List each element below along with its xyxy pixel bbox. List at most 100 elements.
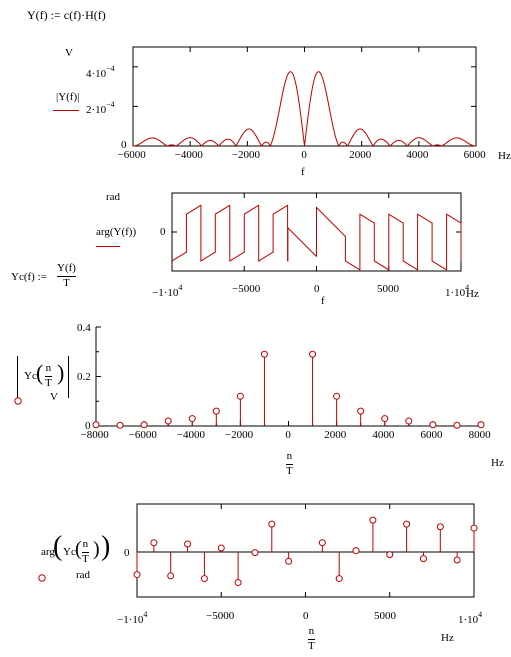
plot4-xtick-0: 0 bbox=[303, 610, 309, 622]
plot4-stem-marker bbox=[184, 540, 192, 548]
plot3-stem-marker bbox=[260, 350, 268, 358]
plot3-xtick-label: −8000 bbox=[80, 429, 109, 441]
plot2-xtick-5000: 5000 bbox=[377, 283, 399, 295]
plot1-ytick-zero: 0 bbox=[121, 139, 127, 151]
plot4-ylabel-paren-right: ) bbox=[101, 531, 111, 562]
plot4-ylabel-inner: Yc bbox=[63, 546, 76, 558]
plot1-frame bbox=[132, 46, 477, 147]
plot3-xlabel-num: n bbox=[286, 450, 293, 462]
plot1-xtick-label: 6000 bbox=[463, 149, 486, 161]
plot4-ylabel-arg: arg bbox=[41, 546, 55, 558]
plot1-ylabel: |Y(f)| bbox=[56, 91, 80, 103]
plot3-ylabel-num: n bbox=[45, 362, 52, 374]
plot3-xlabel-fraction: n T bbox=[286, 450, 293, 477]
yc-definition-lhs: Yc(f) := bbox=[11, 271, 47, 283]
yc-def-numerator: Y(f) bbox=[57, 262, 76, 274]
plot2-xtick-m5000: −5000 bbox=[232, 283, 261, 295]
plot4-frame bbox=[136, 503, 475, 598]
plot4-xlabel-den: T bbox=[308, 639, 315, 652]
plot4-stem-marker bbox=[285, 557, 293, 565]
plot3-ylabel-den: T bbox=[45, 376, 52, 389]
plot4-xtick-m5000: −5000 bbox=[206, 610, 235, 622]
plot3-xtick-label: 4000 bbox=[372, 429, 395, 441]
plot2-xlabel: f bbox=[321, 295, 325, 307]
plot4-ylabel-den: T bbox=[82, 552, 89, 565]
plot3-stem-marker bbox=[164, 417, 172, 425]
plot3-stem-marker bbox=[140, 421, 148, 429]
plot3-stem-marker bbox=[309, 350, 317, 358]
plot4-stem-marker bbox=[369, 516, 377, 524]
yc-def-denominator: T bbox=[63, 276, 70, 289]
plot4-stem-marker bbox=[403, 520, 411, 528]
plot4-stem-marker bbox=[234, 579, 242, 587]
plot4-ytick-zero: 0 bbox=[124, 547, 130, 559]
plot3-stem-marker bbox=[453, 421, 461, 429]
plot4-stem-marker bbox=[470, 524, 478, 532]
plot2-ylabel: arg(Y(f)) bbox=[96, 226, 137, 238]
plot1-xlabel: f bbox=[301, 166, 305, 178]
plot3-stem-marker bbox=[212, 407, 220, 415]
plot3-stem-marker bbox=[405, 417, 413, 425]
plot2-frame bbox=[171, 192, 462, 272]
plot3-xtick-label: −4000 bbox=[176, 429, 205, 441]
plot1-y-unit: V bbox=[65, 47, 73, 59]
plot3-stem-marker bbox=[333, 392, 341, 400]
y-definition: Y(f) := c(f)·H(f) bbox=[27, 8, 106, 22]
plot4-xlabel-fraction: n T bbox=[308, 625, 315, 652]
plot4-stem-marker bbox=[335, 575, 343, 583]
plot4-ylabel-paren-left-inner: ( bbox=[75, 538, 82, 560]
plot4-y-unit: rad bbox=[76, 569, 91, 581]
plot1-xtick-label: 2000 bbox=[349, 149, 372, 161]
plot2-ytick-zero: 0 bbox=[160, 226, 166, 238]
plot4-xtick-right: 1·104 bbox=[458, 610, 483, 626]
plot2-xtick-left: −1·104 bbox=[152, 283, 183, 299]
plot4-legend-marker bbox=[38, 574, 46, 582]
plot4-stem-marker bbox=[318, 539, 326, 547]
plot4-stem-marker bbox=[200, 575, 208, 583]
plot1-xtick-label: −4000 bbox=[174, 149, 203, 161]
plot2-xunit: Hz bbox=[466, 288, 479, 300]
plot2-y-unit: rad bbox=[106, 191, 121, 203]
plot4-stem-marker bbox=[436, 523, 444, 531]
plot3-xtick-label: −2000 bbox=[224, 429, 254, 441]
plot4-xlabel-num: n bbox=[308, 625, 315, 637]
plot1-magnitude-curve bbox=[133, 71, 476, 148]
plot1-ytick-mid: 2·10−4 bbox=[86, 100, 115, 116]
plot1-xunit: Hz bbox=[498, 150, 511, 162]
plot3-xunit: Hz bbox=[491, 457, 504, 469]
plot1-xtick-label: −6000 bbox=[117, 149, 146, 161]
plot1-legend-line bbox=[53, 110, 79, 111]
plot3-stem-marker bbox=[477, 421, 485, 429]
plot2-legend-line bbox=[96, 246, 120, 247]
plot3-xtick-label: −6000 bbox=[128, 429, 157, 441]
plot3-ylabel-abs bbox=[17, 356, 69, 398]
plot1-xtick-label: 0 bbox=[301, 149, 307, 161]
plot3-xtick-label: 0 bbox=[285, 429, 291, 441]
plot3-ytick-02: 0.2 bbox=[77, 371, 91, 383]
plot2-xtick-0: 0 bbox=[314, 283, 320, 295]
plot4-xunit: Hz bbox=[441, 632, 454, 644]
plot4-stem-marker bbox=[453, 556, 461, 564]
plot3-stem-marker bbox=[381, 415, 389, 423]
plot3-ytick-04: 0.4 bbox=[77, 322, 91, 334]
plot4-ylabel-fraction: n T bbox=[82, 538, 89, 565]
plot3-ylabel-paren-left: ( bbox=[36, 360, 44, 385]
plot4-stem-marker bbox=[167, 572, 175, 580]
plot3-ylabel-name: Yc bbox=[24, 370, 37, 382]
plot3-stem-marker bbox=[116, 421, 124, 429]
yc-definition-fraction: Y(f) T bbox=[57, 262, 76, 289]
plot3-stem-marker bbox=[236, 392, 244, 400]
plot3-stem-marker bbox=[429, 421, 437, 429]
plot3-xtick-label: 2000 bbox=[324, 429, 347, 441]
plot4-stem-marker bbox=[133, 571, 141, 579]
plot3-xlabel-den: T bbox=[286, 464, 293, 477]
plot4-ylabel-num: n bbox=[82, 538, 89, 550]
plot4-ylabel-paren-left: ( bbox=[53, 531, 63, 562]
plot3-ytick-0: 0 bbox=[85, 420, 91, 432]
plot1-ytick-top: 4·10−4 bbox=[86, 64, 115, 80]
plot4-stem-marker bbox=[419, 555, 427, 563]
plot4-stem-marker bbox=[251, 549, 259, 557]
plot3-stem-marker bbox=[188, 415, 196, 423]
plot2-phase-curve bbox=[171, 204, 462, 271]
plot4-stem-marker bbox=[386, 551, 394, 559]
